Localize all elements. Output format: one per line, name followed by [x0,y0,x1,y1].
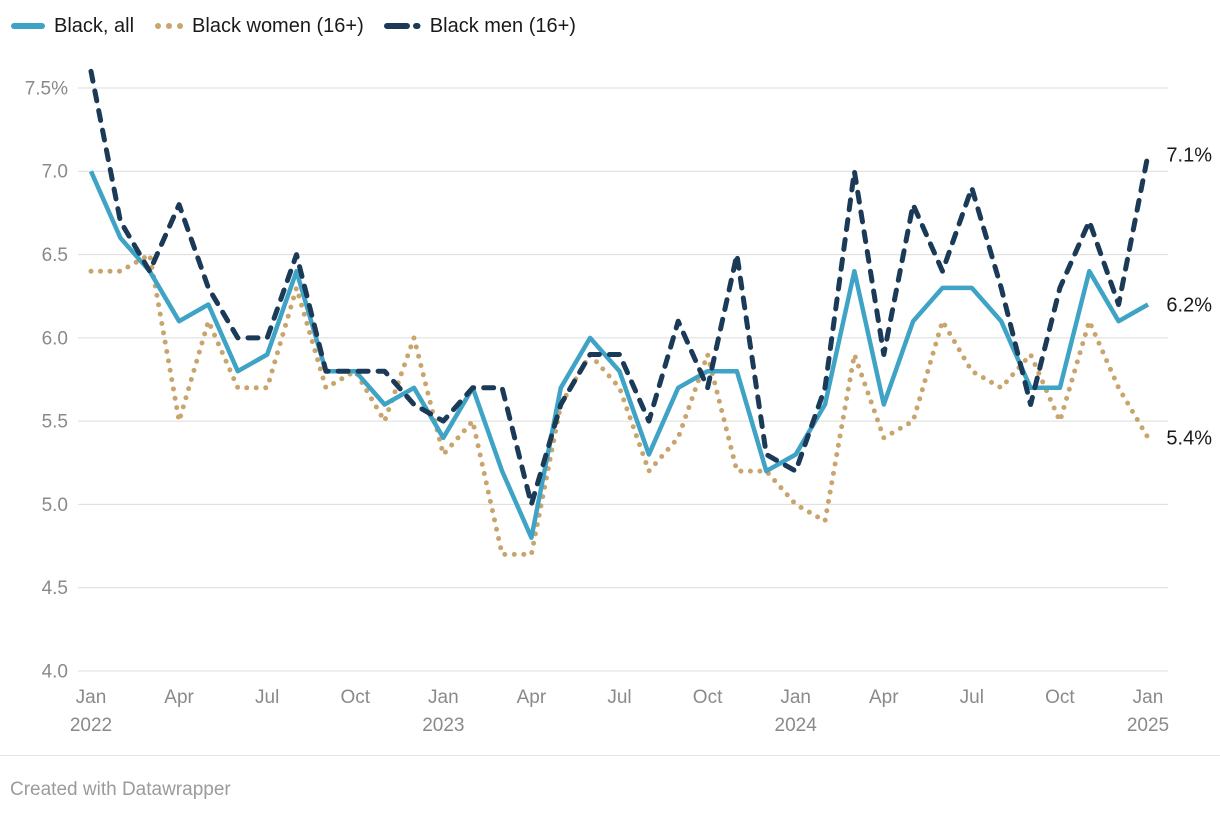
y-tick-label: 5.5 [42,412,68,433]
end-label-black-all: 6.2% [1166,294,1212,316]
x-tick-label: Jan [428,687,459,708]
series-line-black-all [88,170,1150,540]
x-tick-label: Jul [960,687,984,708]
gridlines [78,87,1168,672]
legend-item-black-men: Black men (16+) [383,15,576,37]
legend-item-black-all: Black, all [10,16,134,36]
datawrapper-credit: Created with Datawrapper [10,779,231,800]
y-tick-label: 6.0 [42,328,68,349]
x-tick-label: Apr [517,687,547,708]
x-tick-label: Jan [76,687,107,708]
y-tick-label: 5.0 [42,495,68,516]
y-tick-label: 6.5 [42,245,68,266]
end-label-black-women-16: 5.4% [1166,428,1212,450]
series-line-black-women-16 [88,252,1151,557]
x-tick-label: Apr [869,687,899,708]
x-tick-year-label: 2022 [70,715,112,736]
x-tick-label: Jul [607,687,631,708]
legend-label-black-men: Black men (16+) [429,15,576,37]
x-tick-label: Jan [1133,687,1164,708]
y-tick-label: 4.5 [42,578,68,599]
y-tick-label: 4.0 [42,661,68,682]
x-tick-label: Apr [164,687,194,708]
x-tick-year-label: 2025 [1127,715,1169,736]
series-line-black-men-16 [88,68,1151,507]
solid-line-swatch-icon [11,23,45,29]
x-tick-label: Jan [780,687,811,708]
x-tick-year-label: 2023 [422,715,464,736]
y-tick-label: 7.5% [25,78,68,99]
x-tick-label: Oct [340,687,370,708]
x-tick-label: Oct [1045,687,1075,708]
end-label-black-men-16: 7.1% [1166,144,1212,166]
legend-item-black-women: Black women (16+) [154,16,364,36]
legend-label-black-all: Black, all [54,15,135,37]
footer-divider [0,755,1220,756]
x-tick-label: Jul [255,687,279,708]
y-axis-labels: 7.5% 7.0 6.5 6.0 5.5 5.0 4.5 4.0 [25,78,68,682]
x-axis-labels: Jan 2022 Apr Jul Oct Jan 2023 Apr Jul Oct Jan 2024 A… [70,687,1169,736]
x-tick-label: Oct [693,687,723,708]
dotted-line-swatch-icon [155,23,185,29]
series-end-labels: 5.4% 6.2% 7.1% [1166,144,1212,449]
dashed-line-swatch-icon [383,23,421,29]
chart-legend: Black, all Black women (16+) Black men (… [10,16,576,36]
x-tick-year-label: 2024 [775,715,818,736]
y-tick-label: 7.0 [42,162,68,183]
legend-label-black-women: Black women (16+) [192,15,364,37]
